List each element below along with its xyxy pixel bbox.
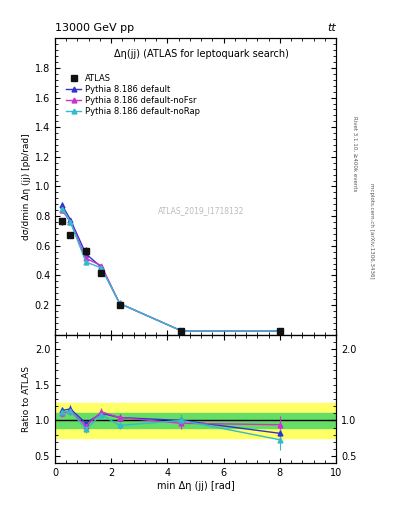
Y-axis label: dσ/dmin Δη (jj) [pb/rad]: dσ/dmin Δη (jj) [pb/rad] bbox=[22, 133, 31, 240]
Text: Rivet 3.1.10, ≥400k events: Rivet 3.1.10, ≥400k events bbox=[352, 116, 357, 191]
Text: 13000 GeV pp: 13000 GeV pp bbox=[55, 23, 134, 33]
Text: mcplots.cern.ch [arXiv:1306.3436]: mcplots.cern.ch [arXiv:1306.3436] bbox=[369, 183, 375, 278]
Text: ATLAS_2019_I1718132: ATLAS_2019_I1718132 bbox=[158, 206, 244, 215]
Text: Δη(jj) (ATLAS for leptoquark search): Δη(jj) (ATLAS for leptoquark search) bbox=[114, 49, 288, 59]
Text: tt: tt bbox=[327, 23, 336, 33]
Y-axis label: Ratio to ATLAS: Ratio to ATLAS bbox=[22, 366, 31, 432]
Legend: ATLAS, Pythia 8.186 default, Pythia 8.186 default-noFsr, Pythia 8.186 default-no: ATLAS, Pythia 8.186 default, Pythia 8.18… bbox=[65, 72, 202, 118]
X-axis label: min Δη (jj) [rad]: min Δη (jj) [rad] bbox=[157, 481, 234, 491]
